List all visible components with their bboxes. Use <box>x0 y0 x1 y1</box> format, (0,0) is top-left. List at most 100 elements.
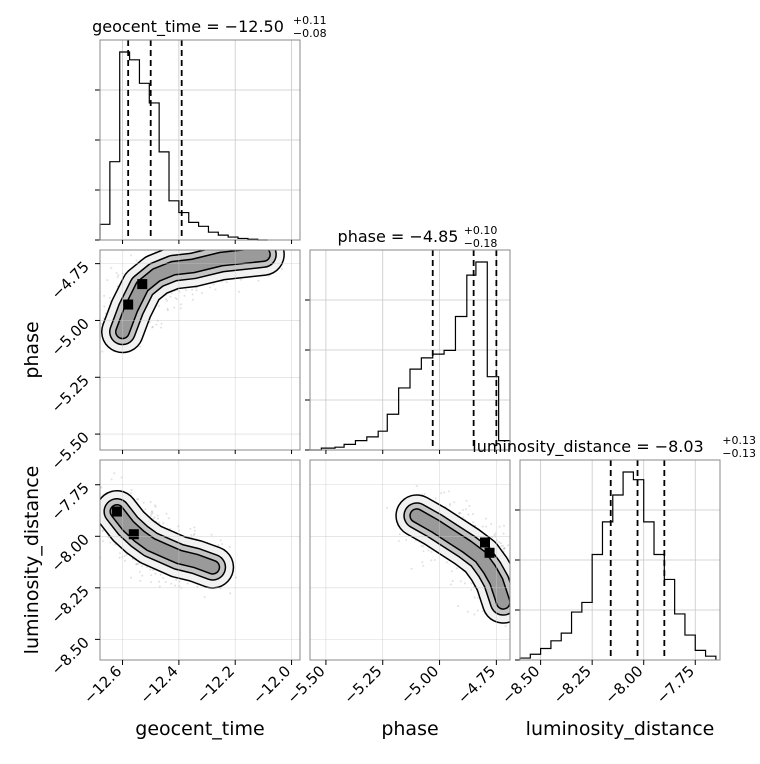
scatter-point <box>236 242 238 244</box>
scatter-point <box>149 247 151 249</box>
scatter-point <box>521 612 523 614</box>
scatter-point <box>191 288 194 291</box>
scatter-point <box>420 545 423 547</box>
panel-contents <box>100 211 299 354</box>
scatter-point <box>517 584 519 586</box>
scatter-point <box>182 241 184 243</box>
scatter-point <box>135 259 138 262</box>
scatter-point <box>175 243 177 245</box>
title-sub: −0.13 <box>722 447 756 460</box>
scatter-point <box>473 596 476 599</box>
scatter-point <box>507 544 510 547</box>
scatter-point <box>150 511 153 514</box>
scatter-point <box>449 504 451 507</box>
scatter-point <box>503 547 506 550</box>
scatter-point <box>135 563 138 565</box>
scatter-point <box>281 244 283 246</box>
scatter-point <box>513 586 515 588</box>
scatter-point <box>476 609 479 612</box>
scatter-point <box>148 321 151 324</box>
scatter-point <box>206 244 208 246</box>
scatter-point <box>201 292 204 295</box>
title-sup: +0.11 <box>293 14 327 27</box>
scatter-point <box>169 295 172 298</box>
scatter-point <box>491 536 494 539</box>
panel-frame <box>99 39 301 241</box>
scatter-point <box>166 307 169 310</box>
scatter-point <box>515 595 517 597</box>
x-tick-label-phase: −5.25 <box>340 662 385 707</box>
scatter-point <box>195 289 198 292</box>
scatter-point <box>513 570 515 572</box>
scatter-point <box>433 559 436 561</box>
title-sup: +0.13 <box>722 434 756 447</box>
scatter-point <box>257 279 260 282</box>
scatter-point <box>210 533 213 536</box>
scatter-point <box>166 299 169 302</box>
scatter-point <box>179 248 181 250</box>
scatter-point <box>167 517 170 520</box>
scatter-point <box>246 245 248 247</box>
scatter-point <box>511 590 513 592</box>
scatter-point <box>125 234 127 236</box>
scatter-point <box>528 593 530 595</box>
scatter-point <box>461 508 464 511</box>
scatter-point <box>180 303 182 306</box>
scatter-point <box>211 247 213 249</box>
scatter-point <box>515 602 517 604</box>
scatter-point <box>297 241 299 243</box>
scatter-point <box>216 211 218 213</box>
scatter-point <box>190 534 193 536</box>
scatter-point <box>164 580 167 583</box>
y-tick-label-phase: −5.00 <box>48 315 93 360</box>
scatter-point <box>195 247 197 249</box>
scatter-point <box>154 505 157 508</box>
scatter-point <box>220 242 222 244</box>
scatter-point <box>173 306 176 309</box>
scatter-point <box>139 345 142 348</box>
scatter-point <box>523 602 525 604</box>
panel-frame <box>309 459 511 661</box>
pair-panel-phase-luminosity_distance <box>309 459 530 661</box>
scatter-point <box>472 513 474 516</box>
scatter-point <box>503 547 506 549</box>
scatter-point <box>458 512 461 515</box>
scatter-point <box>517 587 519 589</box>
scatter-point <box>151 325 154 328</box>
scatter-point <box>244 245 246 247</box>
scatter-point <box>203 596 206 598</box>
scatter-point <box>261 217 263 219</box>
density-peak <box>128 529 139 540</box>
scatter-point <box>522 600 524 602</box>
scatter-point <box>462 516 465 519</box>
x-tick-label-phase: −5.50 <box>284 662 329 707</box>
scatter-point <box>455 567 458 570</box>
panel-contents <box>386 485 530 628</box>
scatter-point <box>158 521 161 524</box>
scatter-point <box>209 286 212 289</box>
scatter-point <box>183 294 186 297</box>
scatter-point <box>269 241 271 243</box>
scatter-point <box>485 525 487 528</box>
scatter-point <box>123 555 126 557</box>
density-peak <box>484 547 495 558</box>
scatter-point <box>141 565 143 568</box>
scatter-point <box>464 508 467 511</box>
scatter-point <box>423 492 426 495</box>
scatter-point <box>522 585 524 587</box>
scatter-point <box>154 572 157 575</box>
diagonal-title-phase: phase = −4.85 <box>338 227 459 246</box>
scatter-point <box>155 323 158 326</box>
scatter-point <box>449 502 452 505</box>
scatter-point <box>206 247 208 249</box>
scatter-point <box>191 293 194 296</box>
scatter-point <box>514 593 516 595</box>
scatter-point <box>108 296 111 299</box>
scatter-point <box>398 533 401 536</box>
x-tick-label-geocent_time: −12.6 <box>80 662 125 707</box>
panel-contents <box>100 472 237 598</box>
scatter-point <box>481 610 484 613</box>
scatter-point <box>511 590 513 592</box>
scatter-point <box>125 553 128 556</box>
